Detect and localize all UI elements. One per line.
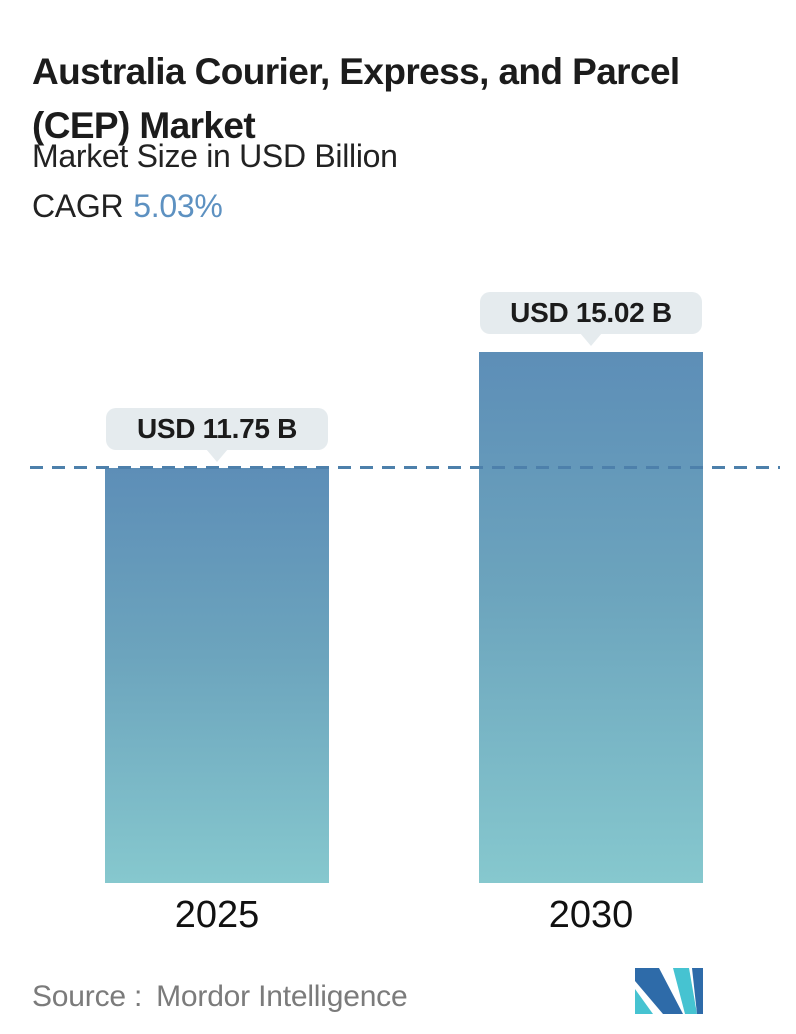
- page-title: Australia Courier, Express, and Parcel (C…: [32, 45, 796, 153]
- bar-2030: [479, 352, 703, 883]
- value-callout-2025: USD 11.75 B: [106, 408, 328, 462]
- title-line-1: Australia Courier, Express, and Parcel: [32, 50, 680, 92]
- mordor-intelligence-logo-icon: [635, 968, 703, 1014]
- value-callout-2030: USD 15.02 B: [480, 292, 702, 346]
- value-label-2030: USD 15.02 B: [510, 297, 672, 328]
- bar-2025: [105, 468, 329, 883]
- value-label-2025: USD 11.75 B: [136, 413, 298, 444]
- reference-dashed-line: [30, 466, 780, 469]
- callout-pointer-icon: [580, 333, 602, 346]
- title-line-2: (CEP) Market: [32, 104, 256, 146]
- cagr-row: CAGR 5.03%: [32, 188, 223, 225]
- chart-subtitle: Market Size in USD Billion: [32, 138, 398, 174]
- axis-label-2025: 2025: [174, 894, 260, 936]
- cagr-label: CAGR: [32, 188, 124, 224]
- source-value: Mordor Intelligence: [156, 980, 408, 1013]
- source-row: Source : Mordor Intelligence: [32, 980, 408, 1014]
- source-label: Source :: [32, 980, 143, 1013]
- cagr-value: 5.03%: [133, 188, 223, 224]
- callout-pointer-icon: [206, 449, 228, 462]
- axis-label-2030: 2030: [548, 894, 634, 936]
